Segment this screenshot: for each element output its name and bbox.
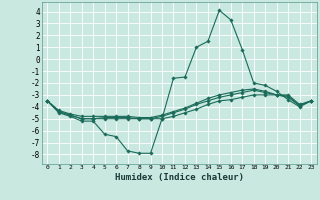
X-axis label: Humidex (Indice chaleur): Humidex (Indice chaleur) [115,173,244,182]
